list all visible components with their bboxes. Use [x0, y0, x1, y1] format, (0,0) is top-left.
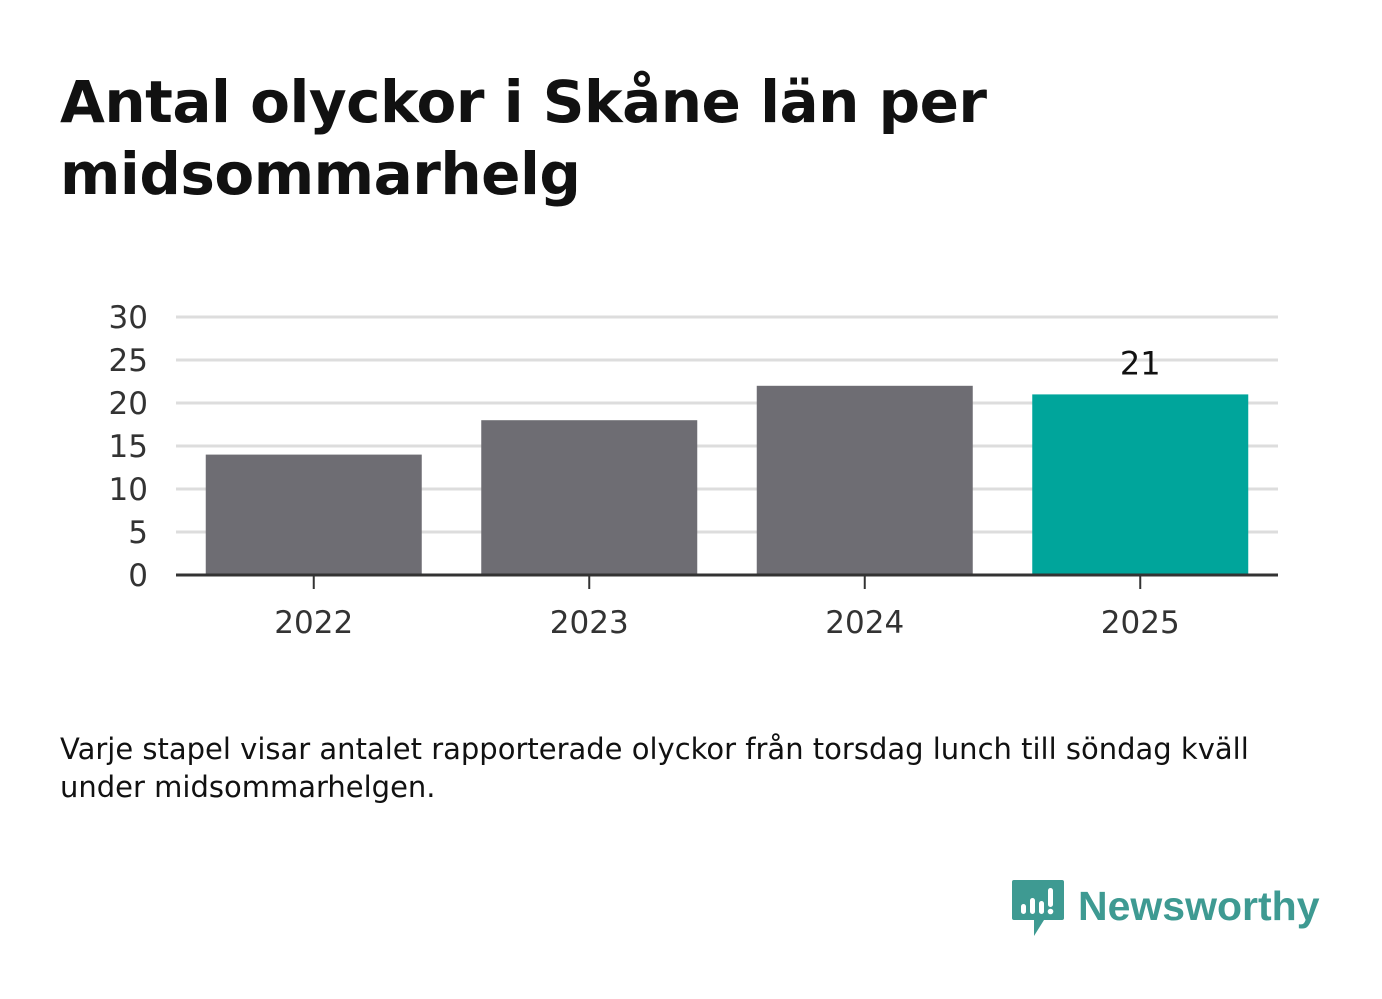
bars	[205, 385, 1249, 575]
x-tick-label: 2022	[274, 605, 353, 641]
y-tick-label: 30	[109, 300, 148, 336]
chart-footnote: Varje stapel visar antalet rapporterade …	[60, 732, 1249, 804]
chart-title: Antal olyckor i Skåne län per midsommarh…	[60, 68, 987, 208]
x-tick-label: 2023	[550, 605, 629, 641]
y-tick-label: 10	[109, 472, 148, 508]
y-tick-label: 5	[128, 515, 148, 551]
bar	[1032, 394, 1249, 575]
brand-name: Newsworthy	[1078, 883, 1320, 929]
data-labels: 21	[1120, 344, 1161, 382]
x-axis: 2022 2023 2024 2025	[176, 573, 1278, 641]
y-tick-label: 15	[109, 429, 148, 465]
y-tick-label: 0	[128, 558, 148, 594]
bar	[756, 385, 973, 575]
y-tick-label: 25	[109, 343, 148, 379]
bar	[205, 454, 422, 575]
y-axis-ticks: 0 5 10 15 20 25 30	[109, 300, 148, 594]
x-tick-label: 2025	[1101, 605, 1180, 641]
data-label: 21	[1120, 344, 1161, 382]
newsworthy-logo: Newsworthy	[1010, 878, 1330, 942]
y-tick-label: 20	[109, 386, 148, 422]
x-tick-label: 2024	[825, 605, 904, 641]
newsworthy-logo-icon	[1012, 880, 1064, 936]
bar	[481, 420, 698, 575]
